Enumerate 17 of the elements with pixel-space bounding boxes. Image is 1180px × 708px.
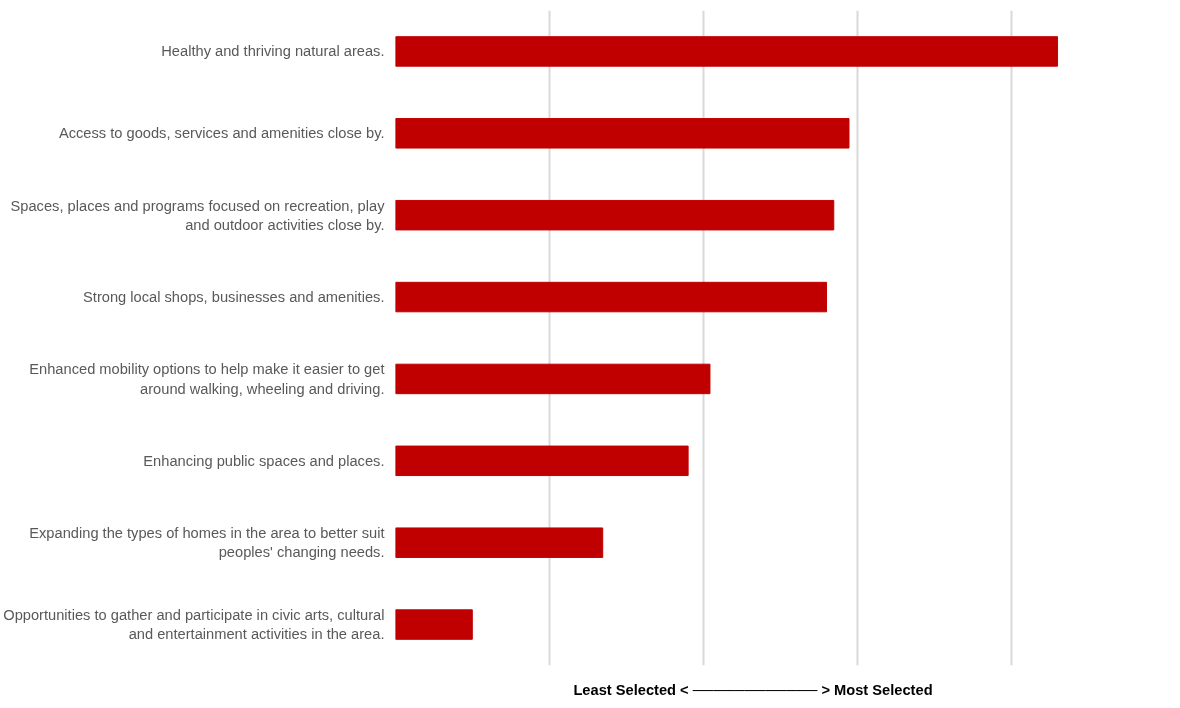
bar: [395, 281, 827, 313]
y-tick-label: Enhancing public spaces and places.: [143, 452, 385, 469]
bar: [395, 445, 689, 477]
y-tick-label: Healthy and thriving natural areas.: [161, 43, 385, 60]
bar: [395, 527, 604, 558]
y-tick-label: Enhanced mobility options to help make it easier to get around walking, wheeling and driving.: [29, 361, 385, 397]
bar: [395, 609, 473, 640]
x-axis-title: Least Selected < ──────────── > Most Selected: [573, 681, 933, 698]
bar: [395, 36, 1059, 67]
y-tick-label: Expanding the types of homes in the area to better suit peoples' changing needs.: [29, 525, 385, 561]
y-tick-label: Opportunities to gather and participate in civic arts, cultural and entertainment activities in the area.: [3, 606, 385, 643]
bar: [395, 118, 850, 149]
y-tick-label: Spaces, places and programs focused on recreation, play and outdoor activities close by.: [10, 197, 386, 233]
bar: [395, 199, 835, 231]
y-tick-label: Strong local shops, businesses and amenities.: [83, 289, 385, 306]
y-tick-label: Access to goods, services and amenities close by.: [58, 125, 385, 142]
bar: [395, 363, 711, 395]
